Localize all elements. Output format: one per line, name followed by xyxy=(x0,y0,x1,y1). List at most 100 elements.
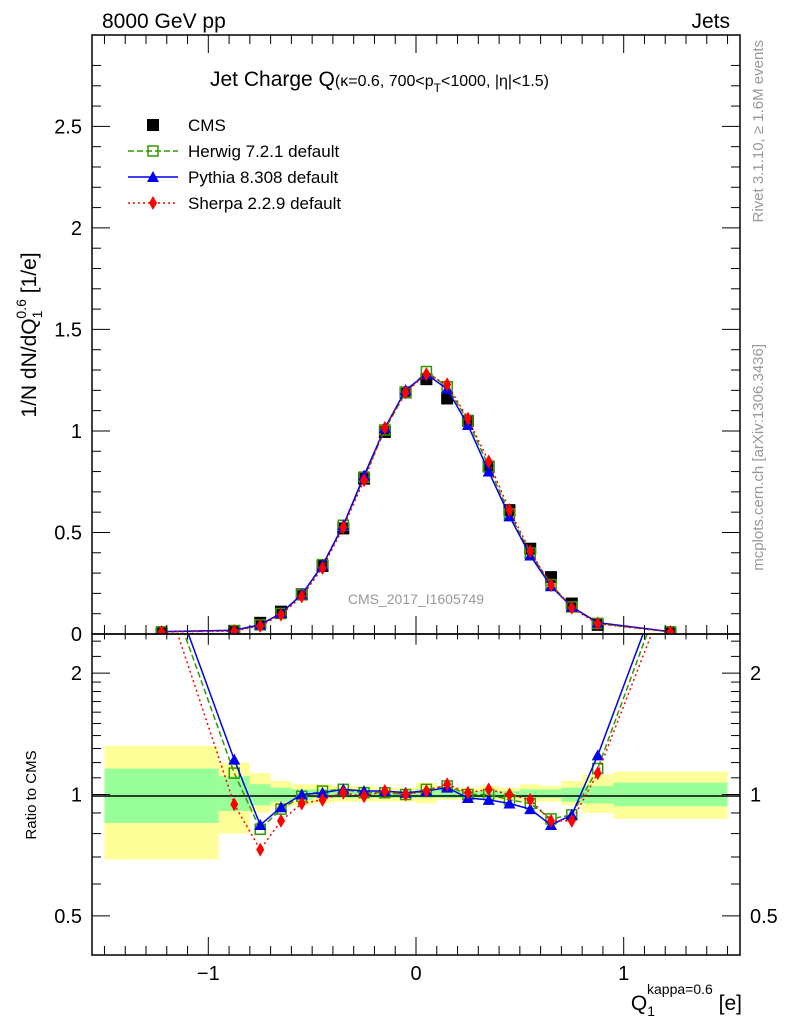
sherpa-point xyxy=(339,520,348,535)
sherpa-point xyxy=(526,544,535,559)
pythia-ratio-point xyxy=(482,793,495,805)
sherpa-point xyxy=(297,589,306,604)
sherpa-ratio-point xyxy=(158,578,166,592)
ratio-y-tick-label: 0.5 xyxy=(54,906,82,928)
herwig-ratio-point xyxy=(665,565,675,575)
legend-herwig-marker xyxy=(147,145,159,157)
axes: −1 0 1 0 0.5 1 1.5 2 2.5 0.5 0.5 1 1 2 2 xyxy=(54,35,778,985)
sherpa-ratio-point xyxy=(380,784,389,799)
x-tick-label: −1 xyxy=(197,963,220,985)
inner-band-bin xyxy=(249,784,271,806)
sherpa-ratio-point xyxy=(526,792,535,807)
sherpa-point xyxy=(443,377,452,392)
y-tick-label: 1.5 xyxy=(54,319,82,341)
pythia-ratio-point xyxy=(295,788,308,800)
legend-cms-marker xyxy=(147,119,159,131)
y-tick-label: 0.5 xyxy=(54,522,82,544)
chart-title: Jet Charge Q(κ=0.6, 700<pT<1000, |η|<1.5… xyxy=(210,68,549,95)
x-tick-label: 1 xyxy=(618,963,629,985)
pythia-ratio-point xyxy=(524,803,537,815)
sherpa-point xyxy=(256,618,265,633)
energy-label: 8000 GeV pp xyxy=(102,10,226,33)
pythia-line xyxy=(161,373,671,633)
sherpa-point xyxy=(547,578,555,593)
sherpa-ratio-point xyxy=(360,789,369,804)
pythia-ratio-point xyxy=(664,555,676,566)
sherpa-ratio-point xyxy=(256,842,265,857)
sherpa-point xyxy=(360,473,369,488)
sherpa-ratio-point xyxy=(547,813,555,828)
sherpa-ratio-point xyxy=(401,787,410,802)
sherpa-point xyxy=(277,607,285,622)
ratio-y-tick-label-right: 1 xyxy=(750,785,761,807)
sherpa-ratio-point xyxy=(318,792,327,807)
sherpa-point xyxy=(318,561,327,576)
sherpa-ratio-point xyxy=(277,813,285,828)
pythia-ratio-line xyxy=(187,634,644,827)
legend-cms-label: CMS xyxy=(188,116,226,135)
sherpa-point xyxy=(230,624,239,634)
y-axis-label: 1/N dN/dQ10.6 [1/e] xyxy=(13,252,45,417)
sherpa-line xyxy=(161,373,671,633)
sherpa-ratio-point xyxy=(666,578,674,592)
legend-sherpa-label: Sherpa 2.2.9 default xyxy=(188,194,341,213)
pythia-point xyxy=(482,465,495,477)
pythia-ratio-point xyxy=(503,797,516,809)
rivet-version-label: Rivet 3.1.10, ≥ 1.6M events xyxy=(750,40,767,223)
inner-band-bin xyxy=(613,782,728,807)
sherpa-ratio-point xyxy=(593,766,602,781)
y-tick-label: 0 xyxy=(71,624,82,646)
sherpa-point xyxy=(505,503,514,518)
sherpa-ratio-point xyxy=(230,797,239,812)
sherpa-point xyxy=(484,454,493,469)
sherpa-point xyxy=(567,600,576,615)
ratio-y-tick-label: 1 xyxy=(71,785,82,807)
inner-band-bin xyxy=(436,789,458,799)
sherpa-ratio-line xyxy=(176,634,653,852)
sherpa-point xyxy=(380,420,389,435)
sherpa-ratio-point xyxy=(443,777,452,792)
inner-band-bin xyxy=(582,785,614,804)
ratio-y-tick-label-right: 2 xyxy=(750,663,761,685)
sherpa-ratio-point xyxy=(463,785,472,800)
sherpa-ratio-point xyxy=(422,784,431,799)
sherpa-point xyxy=(422,367,431,382)
legend: CMS Herwig 7.2.1 default Pythia 8.308 defa… xyxy=(128,116,341,213)
inner-band-bin xyxy=(270,787,292,802)
sherpa-point xyxy=(666,624,675,634)
y-tick-label: 2 xyxy=(71,218,82,240)
sherpa-point xyxy=(593,616,602,631)
y-tick-label: 1 xyxy=(71,421,82,443)
main-plot-area xyxy=(155,365,677,634)
pythia-ratio-point xyxy=(228,753,241,765)
analysis-watermark: CMS_2017_I1605749 xyxy=(348,591,484,607)
x-axis-label: Q1kappa=0.6 [e] xyxy=(631,981,742,1019)
sherpa-ratio-point xyxy=(484,782,493,797)
uncertainty-bands xyxy=(104,745,728,860)
inner-band-bin xyxy=(540,789,562,799)
process-label: Jets xyxy=(691,10,730,33)
legend-pythia-marker xyxy=(147,171,159,182)
ratio-plot-area xyxy=(156,555,676,857)
pythia-ratio-point xyxy=(156,555,168,566)
sherpa-ratio-point xyxy=(339,785,348,800)
pythia-ratio-point xyxy=(591,749,604,761)
sherpa-ratio-point xyxy=(567,813,576,828)
legend-pythia-label: Pythia 8.308 default xyxy=(188,168,339,187)
pythia-ratio-point xyxy=(316,786,329,798)
pythia-ratio-point xyxy=(275,801,287,813)
y-tick-label: 2.5 xyxy=(54,116,82,138)
legend-sherpa-marker xyxy=(149,196,157,210)
herwig-ratio-point xyxy=(157,565,167,575)
sherpa-ratio-point xyxy=(297,796,306,811)
ratio-frame xyxy=(91,633,741,956)
legend-herwig-label: Herwig 7.2.1 default xyxy=(188,142,339,161)
ratio-y-axis-label: Ratio to CMS xyxy=(23,750,40,839)
ratio-y-tick-label: 2 xyxy=(71,663,82,685)
sherpa-point xyxy=(157,624,166,634)
sherpa-point xyxy=(401,385,410,400)
inner-band-bin xyxy=(561,787,583,802)
pythia-ratio-point xyxy=(254,819,267,831)
sherpa-point xyxy=(463,411,472,426)
